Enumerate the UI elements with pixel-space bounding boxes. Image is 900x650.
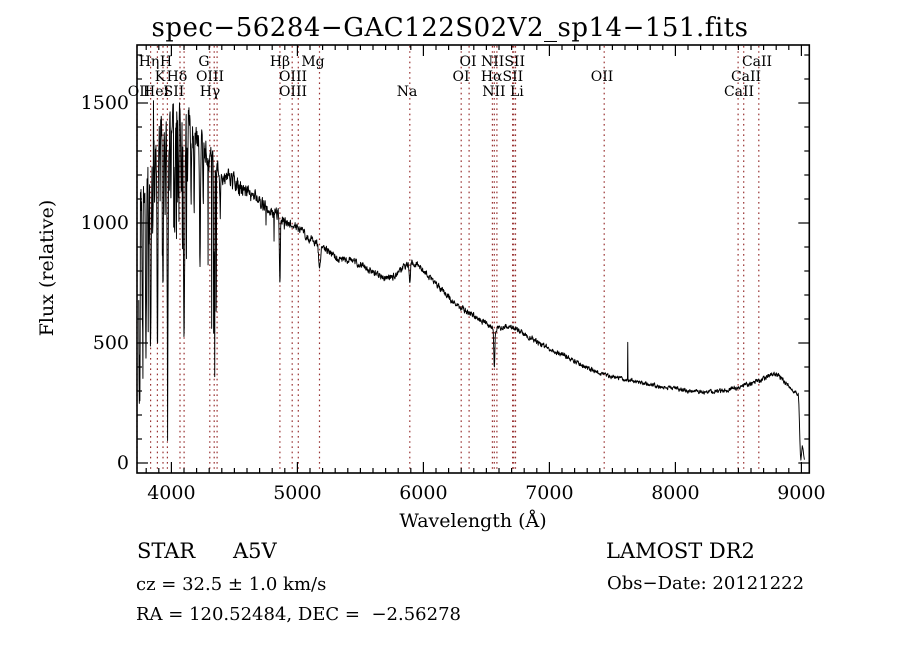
x-tick-label: 9000 bbox=[777, 482, 825, 504]
marker-label: Mg bbox=[301, 54, 324, 70]
marker-label: OIII bbox=[279, 84, 307, 100]
obs-date-label: Obs−Date: 20121222 bbox=[607, 573, 805, 594]
axis-ticks bbox=[137, 45, 810, 473]
spectral-subclass-label: A5V bbox=[233, 539, 277, 563]
radial-velocity-label: cz = 32.5 ± 1.0 km/s bbox=[136, 574, 327, 595]
x-tick-label: 8000 bbox=[651, 482, 699, 504]
marker-label: Hγ bbox=[200, 84, 221, 100]
marker-label: OI bbox=[452, 69, 469, 85]
marker-label: K bbox=[155, 69, 166, 85]
x-tick-label: 6000 bbox=[399, 482, 447, 504]
marker-label: Na bbox=[397, 84, 418, 100]
x-axis-title: Wavelength (Å) bbox=[399, 510, 546, 532]
marker-label: CaII bbox=[731, 69, 761, 85]
marker-label: Hδ bbox=[167, 69, 188, 85]
marker-label: Hη bbox=[139, 54, 160, 70]
coordinates-label: RA = 120.52484, DEC = −2.56278 bbox=[136, 604, 461, 625]
marker-label: CaII bbox=[724, 84, 754, 100]
marker-label: SII bbox=[164, 84, 185, 100]
marker-label: OI bbox=[459, 54, 476, 70]
marker-label: HeI bbox=[143, 84, 169, 100]
tick-labels: 4000 5000 6000 7000 8000 9000 0 500 1000 1500 bbox=[81, 92, 826, 504]
marker-label: H bbox=[160, 54, 172, 70]
marker-label: OIII bbox=[196, 69, 224, 85]
line-markers bbox=[136, 46, 760, 472]
marker-label: OII bbox=[128, 84, 151, 100]
survey-label: LAMOST DR2 bbox=[606, 539, 755, 563]
x-tick-label: 5000 bbox=[273, 482, 321, 504]
object-type-label: STAR bbox=[137, 539, 196, 563]
x-tick-label: 7000 bbox=[525, 482, 573, 504]
plot-title: spec−56284−GAC122S02V2_sp14−151.fits bbox=[151, 13, 749, 43]
marker-label: NIISII bbox=[481, 54, 525, 70]
marker-label: Hβ bbox=[270, 54, 290, 70]
marker-label: CaII bbox=[742, 54, 772, 70]
marker-label: NII Li bbox=[482, 84, 524, 100]
marker-label: OIII bbox=[279, 69, 307, 85]
y-tick-label: 0 bbox=[117, 452, 129, 474]
spectrum-plot: 4000 5000 6000 7000 8000 9000 0 500 1000 1500 Wave… bbox=[36, 44, 826, 532]
y-tick-label: 500 bbox=[93, 332, 129, 354]
y-tick-label: 1000 bbox=[81, 212, 129, 234]
y-axis-title: Flux (relative) bbox=[36, 200, 58, 337]
plot-frame bbox=[136, 44, 811, 474]
marker-label: G bbox=[198, 54, 209, 70]
x-tick-label: 4000 bbox=[147, 482, 195, 504]
marker-label: OII bbox=[591, 69, 614, 85]
spectrum-path bbox=[138, 100, 805, 461]
marker-label: HαSII bbox=[481, 69, 523, 85]
y-tick-label: 1500 bbox=[81, 92, 129, 114]
